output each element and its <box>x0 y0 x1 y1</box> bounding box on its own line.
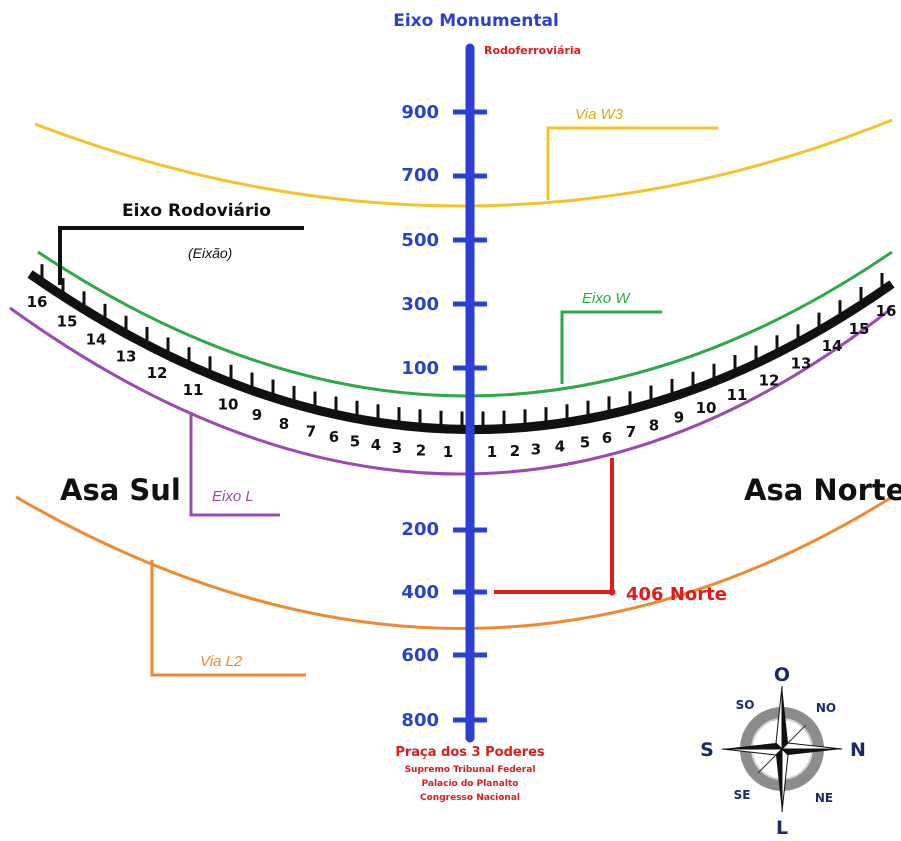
compass-rose <box>721 685 843 813</box>
eixao-subtitle: (Eixão) <box>188 245 232 261</box>
eixo-w-label: Eixo W <box>582 290 631 307</box>
axis-number-400: 400 <box>401 582 439 603</box>
block-number-sul-1: 1 <box>443 443 453 461</box>
axis-number-700: 700 <box>401 165 439 186</box>
via-l2-label: Via L2 <box>200 653 243 670</box>
axis-number-900: 900 <box>401 102 439 123</box>
compass-south-label: L <box>776 817 788 839</box>
axis-number-500: 500 <box>401 230 439 251</box>
block-number-sul-15: 15 <box>57 313 78 331</box>
compass-north-label: O <box>774 664 790 686</box>
block-number-norte-8: 8 <box>649 417 659 435</box>
eixo-l-label: Eixo L <box>212 488 254 505</box>
block-number-norte-12: 12 <box>759 371 780 389</box>
axis-number-600: 600 <box>401 645 439 666</box>
compass-sw-label: SE <box>734 788 751 802</box>
block-number-norte-4: 4 <box>555 437 565 455</box>
axis-number-100: 100 <box>401 358 439 379</box>
block-number-norte-14: 14 <box>822 337 843 355</box>
block-number-sul-2: 2 <box>416 441 426 459</box>
block-number-sul-9: 9 <box>252 406 262 424</box>
block-number-norte-7: 7 <box>626 423 636 441</box>
via-l2-callout <box>150 560 306 677</box>
eixao-callout <box>58 226 304 285</box>
highlight-406-norte-path <box>494 458 614 594</box>
block-number-norte-15: 15 <box>849 320 870 338</box>
rodoferroviaria-label: Rodoferroviária <box>484 44 581 57</box>
eixo-w-callout <box>560 310 662 384</box>
block-number-sul-10: 10 <box>218 396 239 414</box>
block-number-sul-14: 14 <box>86 331 107 349</box>
via-w3-road <box>34 118 893 208</box>
block-number-sul-11: 11 <box>183 381 204 399</box>
block-number-sul-8: 8 <box>279 415 289 433</box>
compass-west-label: S <box>700 739 714 761</box>
compass-east-label: N <box>850 739 866 761</box>
via-w3-callout <box>546 126 718 200</box>
block-number-norte-13: 13 <box>791 355 812 373</box>
block-number-sul-6: 6 <box>329 428 339 446</box>
block-number-norte-2: 2 <box>510 442 520 460</box>
asa-sul-label: Asa Sul <box>60 473 181 507</box>
compass-ne-label: NO <box>816 701 836 715</box>
eixo-l-callout <box>189 412 280 517</box>
block-number-sul-3: 3 <box>392 439 402 457</box>
eixo-l-road <box>9 306 893 476</box>
eixao-block-ticks <box>40 264 884 430</box>
block-number-sul-7: 7 <box>306 423 316 441</box>
axis-number-200: 200 <box>401 519 439 540</box>
eixo-monumental-title: Eixo Monumental <box>393 11 559 31</box>
block-number-norte-16: 16 <box>876 302 897 320</box>
eixao-road <box>27 270 895 434</box>
eixao-title: Eixo Rodoviário <box>122 201 271 221</box>
block-number-sul-16: 16 <box>27 293 48 311</box>
block-number-norte-9: 9 <box>674 409 684 427</box>
block-number-sul-13: 13 <box>116 348 137 366</box>
block-number-norte-11: 11 <box>727 386 748 404</box>
highlight-406-norte-marker <box>608 588 616 596</box>
compass-se-label: NE <box>815 791 833 805</box>
block-number-norte-1: 1 <box>487 443 497 461</box>
stf-label: Supremo Tribunal Federal <box>405 765 536 775</box>
block-number-norte-10: 10 <box>696 399 717 417</box>
praca-tres-poderes-label: Praça dos 3 Poderes <box>395 745 545 760</box>
axis-number-300: 300 <box>401 294 439 315</box>
block-number-norte-3: 3 <box>531 440 541 458</box>
planalto-label: Palacio do Planalto <box>422 779 519 789</box>
asa-norte-label: Asa Norte <box>744 473 901 507</box>
congresso-label: Congresso Nacional <box>420 793 520 803</box>
compass-nw-label: SO <box>736 698 755 712</box>
block-number-sul-12: 12 <box>147 364 168 382</box>
highlight-406-norte-label: 406 Norte <box>626 584 727 605</box>
axis-number-800: 800 <box>401 710 439 731</box>
axis-ticks <box>453 109 487 723</box>
block-number-sul-5: 5 <box>350 432 360 450</box>
block-number-norte-5: 5 <box>580 433 590 451</box>
via-l2-road <box>15 495 893 630</box>
block-number-sul-4: 4 <box>371 436 381 454</box>
via-w3-label: Via W3 <box>575 106 624 123</box>
block-number-norte-6: 6 <box>602 429 612 447</box>
